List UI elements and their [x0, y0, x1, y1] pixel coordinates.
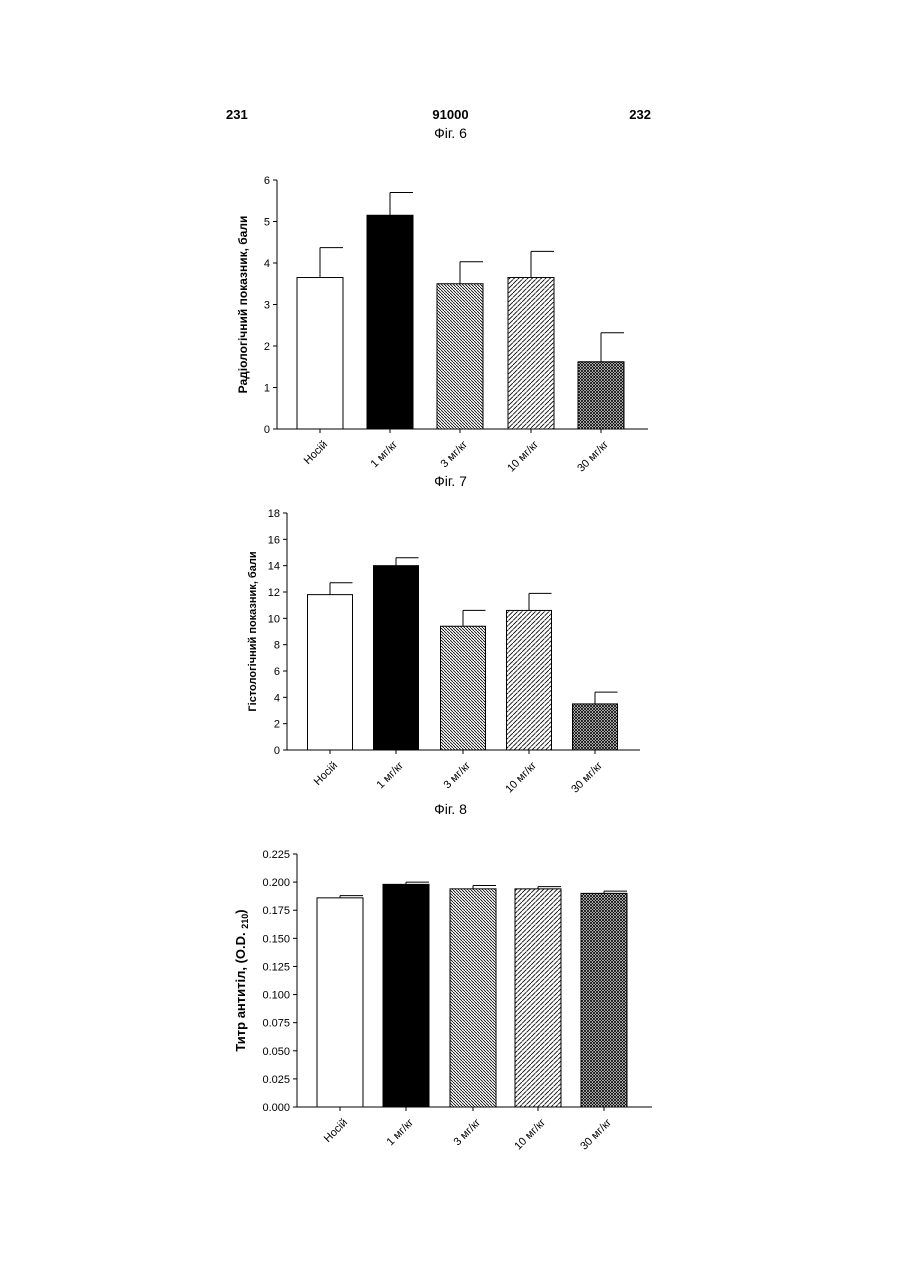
y-tick-label: 4 [274, 692, 280, 704]
category-label-4: 30 мг/кг [575, 439, 611, 475]
bar-1 [383, 884, 429, 1107]
chart-figure-8: 0.000 0.025 0.050 0.075 0.100 0.125 0.150 0.175… [0, 830, 901, 1170]
y-tick-label: 18 [268, 508, 280, 520]
bar-1 [374, 566, 419, 750]
chart-figure-6: 0 1 2 3 4 5 6 Радіологічний показник, бали Носій… [0, 140, 901, 485]
category-label-4: 30 мг/кг [578, 1117, 614, 1153]
category-label-0: Носій [302, 439, 330, 467]
bar-4 [573, 704, 618, 750]
category-label-1: 1 мг/кг [375, 760, 407, 792]
y-tick-label: 0.075 [262, 1018, 290, 1030]
y-tick-label: 1 [264, 383, 270, 395]
bar-2 [450, 889, 496, 1107]
y-tick-label: 4 [264, 258, 270, 270]
y-tick-label: 0.150 [262, 933, 290, 945]
y-tick-label: 5 [264, 217, 270, 229]
bar-0 [308, 595, 353, 750]
y-axis-label: Титр антитіл, (O.D. 210) [233, 909, 250, 1051]
category-label-1: 1 мг/кг [385, 1117, 417, 1149]
y-tick-label: 3 [264, 300, 270, 312]
bar-0 [317, 898, 363, 1107]
bar-3 [515, 889, 561, 1107]
y-tick-label: 2 [274, 719, 280, 731]
bar-2 [437, 284, 483, 429]
category-label-4: 30 мг/кг [569, 760, 605, 796]
category-label-2: 3 мг/кг [452, 1117, 484, 1149]
y-axis-label-main: Титр антитіл, (O.D. [233, 929, 248, 1052]
y-tick-label: 14 [268, 561, 280, 573]
y-tick-label: 0.175 [262, 905, 290, 917]
bar-3 [507, 610, 552, 750]
y-tick-label: 0.200 [262, 877, 290, 889]
y-tick-label: 0.225 [262, 849, 290, 861]
category-label-3: 10 мг/кг [503, 760, 539, 796]
y-axis-label: Радіологічний показник, бали [236, 216, 250, 394]
y-tick-label: 0.125 [262, 961, 290, 973]
category-label-0: Носій [322, 1117, 350, 1145]
patent-number: 91000 [0, 107, 901, 122]
category-label-1: 1 мг/кг [369, 439, 401, 471]
category-label-2: 3 мг/кг [442, 760, 474, 792]
bar-2 [441, 626, 486, 750]
y-tick-label: 0 [274, 745, 280, 757]
figure-7-title: Фіг. 7 [0, 473, 901, 489]
category-label-2: 3 мг/кг [439, 439, 471, 471]
chart-figure-7: 0 2 4 6 8 10 12 14 16 18 Гістологічний показник, б… [0, 490, 901, 820]
y-tick-label: 0.025 [262, 1074, 290, 1086]
bar-4 [581, 893, 627, 1107]
category-label-3: 10 мг/кг [512, 1117, 548, 1153]
y-tick-label: 0.000 [262, 1102, 290, 1114]
y-tick-label: 12 [268, 587, 280, 599]
page-number-right: 232 [629, 107, 651, 122]
y-tick-label: 0 [264, 424, 270, 436]
y-tick-label: 2 [264, 341, 270, 353]
bar-4 [578, 362, 624, 429]
category-label-0: Носій [312, 760, 340, 788]
y-axis-label-close: ) [233, 909, 248, 913]
y-tick-label: 6 [274, 666, 280, 678]
figure-6-title: Фіг. 6 [0, 125, 901, 141]
y-tick-label: 0.050 [262, 1046, 290, 1058]
bar-1 [367, 215, 413, 429]
y-axis-label-subscript: 210 [240, 914, 250, 929]
figure-8-title: Фіг. 8 [0, 801, 901, 817]
y-axis-label: Гістологічний показник, бали [247, 551, 259, 711]
y-tick-label: 10 [268, 613, 280, 625]
y-tick-label: 6 [264, 175, 270, 187]
y-tick-label: 0.100 [262, 990, 290, 1002]
bar-0 [297, 278, 343, 429]
y-tick-label: 16 [268, 534, 280, 546]
y-tick-label: 8 [274, 640, 280, 652]
category-label-3: 10 мг/кг [505, 439, 541, 475]
bar-3 [508, 278, 554, 429]
